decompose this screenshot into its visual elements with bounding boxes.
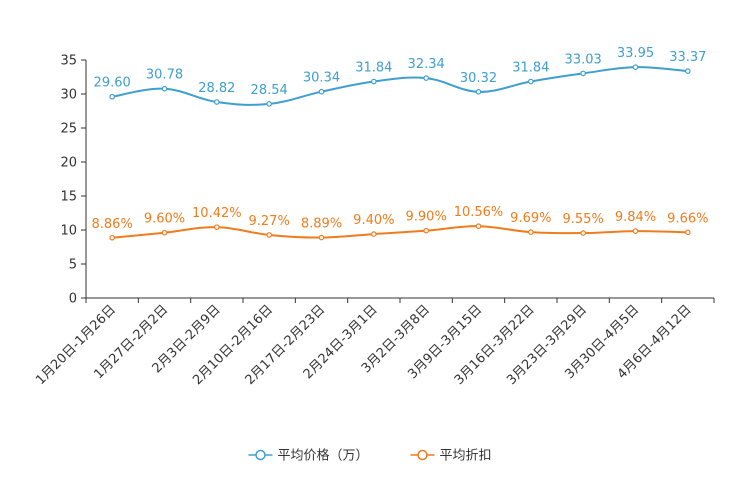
- data-label: 8.89%: [301, 217, 342, 232]
- data-label: 33.37: [669, 50, 706, 65]
- data-point: [475, 223, 482, 229]
- y-tick-label: 10: [60, 224, 77, 239]
- data-point: [685, 68, 691, 74]
- data-point: [423, 227, 429, 234]
- legend-marker-icon: [417, 449, 428, 461]
- data-point: [371, 78, 377, 85]
- data-point: [371, 231, 377, 237]
- data-label: 9.69%: [510, 211, 551, 226]
- data-label: 33.95: [617, 46, 654, 61]
- series-line-0: [112, 66, 688, 106]
- data-label: 9.55%: [563, 212, 604, 227]
- y-tick-label: 0: [69, 292, 77, 307]
- data-point: [161, 85, 168, 92]
- data-label: 28.82: [198, 81, 235, 96]
- data-label: 9.66%: [667, 211, 708, 226]
- legend-label: 平均价格（万）: [278, 448, 369, 464]
- data-label: 9.27%: [249, 214, 290, 229]
- data-label: 9.60%: [144, 212, 185, 227]
- data-point: [528, 78, 534, 85]
- y-tick-label: 15: [60, 190, 77, 205]
- data-point: [318, 234, 325, 241]
- y-tick-label: 25: [60, 122, 77, 137]
- data-label: 29.60: [94, 76, 131, 91]
- data-point: [161, 229, 168, 236]
- data-label: 30.32: [460, 71, 497, 86]
- data-point: [685, 229, 691, 236]
- data-label: 31.84: [355, 60, 392, 75]
- data-label: 30.34: [303, 71, 340, 86]
- data-label: 28.54: [251, 83, 288, 98]
- data-point: [266, 101, 272, 107]
- data-label: 8.86%: [92, 217, 133, 232]
- data-point: [423, 75, 429, 81]
- data-label: 9.84%: [615, 210, 656, 225]
- data-point: [475, 89, 482, 95]
- data-point: [318, 88, 325, 95]
- data-label: 30.78: [146, 68, 183, 83]
- data-label: 10.56%: [454, 205, 504, 220]
- data-point: [632, 64, 639, 70]
- data-point: [632, 228, 639, 234]
- data-label: 9.40%: [353, 213, 394, 228]
- y-tick-label: 20: [60, 156, 77, 171]
- data-label: 31.84: [512, 60, 549, 75]
- data-label: 9.90%: [406, 210, 447, 225]
- data-point: [528, 229, 534, 235]
- data-point: [214, 99, 220, 105]
- y-tick-label: 35: [60, 54, 77, 69]
- data-point: [266, 232, 272, 238]
- series-line-1: [112, 225, 688, 239]
- data-point: [580, 230, 586, 236]
- data-label: 32.34: [408, 57, 445, 72]
- data-point: [109, 234, 115, 241]
- data-point: [214, 224, 220, 230]
- data-label: 33.03: [565, 52, 602, 67]
- legend-label: 平均折扣: [440, 449, 492, 464]
- data-point: [580, 70, 586, 77]
- legend-marker-icon: [255, 449, 266, 461]
- data-label: 10.42%: [192, 206, 242, 221]
- data-point: [109, 93, 115, 100]
- y-tick-label: 30: [60, 88, 77, 103]
- y-tick-label: 5: [69, 258, 77, 273]
